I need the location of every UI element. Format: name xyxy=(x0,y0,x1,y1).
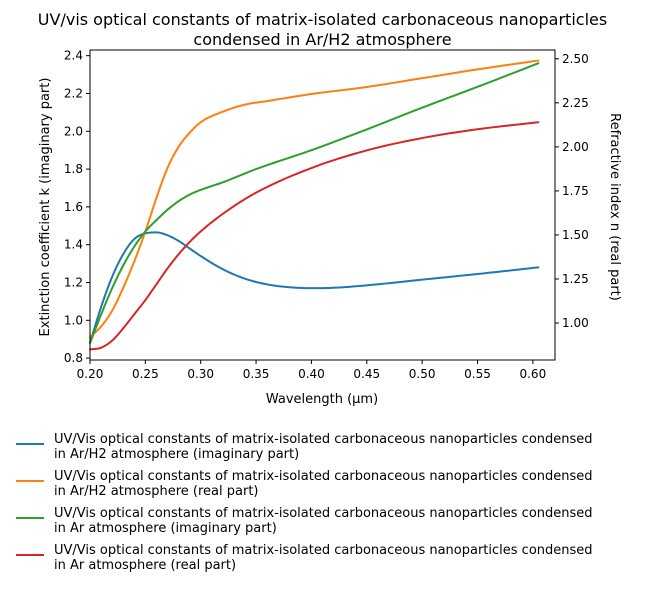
y-tick-right-label: 2.25 xyxy=(562,96,589,110)
legend-item: UV/Vis optical constants of matrix-isola… xyxy=(10,467,640,504)
x-tick-label: 0.30 xyxy=(187,367,214,381)
y-tick-left-label: 0.8 xyxy=(64,351,83,365)
x-tick-label: 0.40 xyxy=(298,367,325,381)
x-tick-label: 0.50 xyxy=(409,367,436,381)
legend-item: UV/Vis optical constants of matrix-isola… xyxy=(10,430,640,467)
y-tick-right-label: 1.75 xyxy=(562,184,589,198)
y-tick-left-label: 1.6 xyxy=(64,200,83,214)
x-tick-label: 0.60 xyxy=(519,367,546,381)
y-tick-left-label: 1.0 xyxy=(64,313,83,327)
legend-swatch xyxy=(16,443,44,445)
y-ticks-right: 1.00 1.25 1.50 1.75 2.00 2.25 2.50 xyxy=(555,52,589,330)
y-ticks-left: 0.8 1.0 1.2 1.4 1.6 1.8 2.0 2.2 2.4 xyxy=(64,49,90,365)
y-axis-label-left: Extinction coefficient k (imaginary part… xyxy=(38,78,53,337)
legend-label-line-2: in Ar/H2 atmosphere (real part) xyxy=(54,484,259,499)
legend-swatch xyxy=(16,517,44,519)
legend-item: UV/Vis optical constants of matrix-isola… xyxy=(10,504,640,541)
x-tick-label: 0.20 xyxy=(77,367,104,381)
legend-swatch xyxy=(16,480,44,482)
chart-title-line-2: condensed in Ar/H2 atmosphere xyxy=(193,30,452,49)
y-tick-left-label: 1.8 xyxy=(64,162,83,176)
legend-item: UV/Vis optical constants of matrix-isola… xyxy=(10,541,640,578)
x-tick-label: 0.45 xyxy=(353,367,380,381)
y-tick-right-label: 1.50 xyxy=(562,228,589,242)
legend-label-line-2: in Ar atmosphere (real part) xyxy=(54,558,237,573)
series-line xyxy=(89,62,540,344)
legend-label: UV/Vis optical constants of matrix-isola… xyxy=(54,543,639,573)
legend: UV/Vis optical constants of matrix-isola… xyxy=(10,430,640,578)
x-axis-label: Wavelength (μm) xyxy=(266,392,378,407)
y-tick-left-label: 1.4 xyxy=(64,238,83,252)
series-line xyxy=(89,59,540,339)
legend-label-line-2: in Ar/H2 atmosphere (imaginary part) xyxy=(54,447,300,462)
legend-label: UV/Vis optical constants of matrix-isola… xyxy=(54,432,639,462)
chart-canvas: 0.20 0.25 0.30 0.35 0.40 0.45 0.50 0.55 0.60 0.8… xyxy=(38,49,622,407)
legend-swatch xyxy=(16,554,44,556)
series-line xyxy=(89,121,540,351)
x-tick-label: 0.35 xyxy=(243,367,270,381)
plot-frame xyxy=(89,49,556,361)
y-tick-left-label: 2.2 xyxy=(64,86,83,100)
legend-label-line-1: UV/Vis optical constants of matrix-isola… xyxy=(54,543,593,558)
y-tick-right-label: 2.00 xyxy=(562,140,589,154)
y-axis-label-right: Refractive index n (real part) xyxy=(607,113,622,301)
x-tick-label: 0.25 xyxy=(132,367,159,381)
y-tick-right-label: 2.50 xyxy=(562,52,589,66)
x-tick-label: 0.55 xyxy=(464,367,491,381)
legend-label: UV/Vis optical constants of matrix-isola… xyxy=(54,469,639,499)
legend-label-line-1: UV/Vis optical constants of matrix-isola… xyxy=(54,469,593,484)
y-tick-left-label: 1.2 xyxy=(64,276,83,290)
legend-label-line-2: in Ar atmosphere (imaginary part) xyxy=(54,521,277,536)
series-line xyxy=(89,231,540,344)
series-layer xyxy=(89,59,540,351)
y-tick-left-label: 2.0 xyxy=(64,124,83,138)
y-tick-right-label: 1.00 xyxy=(562,316,589,330)
chart-title-line-1: UV/vis optical constants of matrix-isola… xyxy=(37,10,608,29)
legend-label-line-1: UV/Vis optical constants of matrix-isola… xyxy=(54,506,593,521)
y-tick-right-label: 1.25 xyxy=(562,272,589,286)
x-ticks: 0.20 0.25 0.30 0.35 0.40 0.45 0.50 0.55 0.60 xyxy=(77,360,546,381)
legend-label: UV/Vis optical constants of matrix-isola… xyxy=(54,506,639,536)
y-tick-left-label: 2.4 xyxy=(64,49,83,63)
legend-label-line-1: UV/Vis optical constants of matrix-isola… xyxy=(54,432,593,447)
